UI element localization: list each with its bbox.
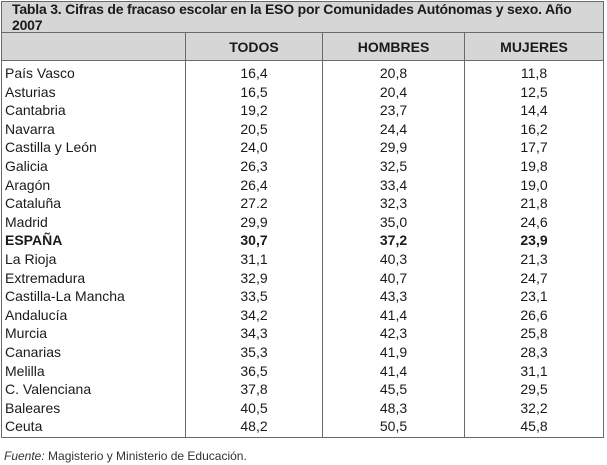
row-todos-cell: 26,3 <box>240 157 268 174</box>
row-hombres-cell: 35,0 <box>379 213 408 230</box>
row-hombres-cell: 32,5 <box>379 157 408 174</box>
row-region-cell: Asturias <box>5 83 56 100</box>
row-todos-cell: 31,1 <box>240 250 268 267</box>
row-hombres-cell: 41,4 <box>379 306 408 323</box>
row-mujeres-cell: 12,5 <box>520 83 548 100</box>
row-mujeres-cell: 21,8 <box>520 195 548 212</box>
row-region-cell: Ceuta <box>5 418 43 435</box>
row-region-cell: Melilla <box>5 362 45 379</box>
row-hombres-cell: 45,5 <box>379 381 408 398</box>
row-mujeres-cell: 45,8 <box>520 418 548 435</box>
row-todos-cell: 48,2 <box>240 418 268 435</box>
row-region-cell: Murcia <box>5 325 48 342</box>
row-hombres-cell: 41,9 <box>379 343 408 360</box>
row-mujeres-cell: 25,8 <box>520 325 548 342</box>
row-todos-cell: 26,4 <box>240 176 268 193</box>
row-todos-cell: 16,4 <box>240 65 268 81</box>
table-header-row: TODOS HOMBRES MUJERES <box>2 33 603 61</box>
row-region-cell: Baleares <box>5 399 61 416</box>
row-region-cell: Canarias <box>5 343 62 360</box>
row-mujeres-cell: 24,6 <box>520 213 548 230</box>
row-region-cell: País Vasco <box>5 65 75 81</box>
header-todos: TODOS <box>186 33 323 60</box>
row-hombres-cell: 42,3 <box>379 325 408 342</box>
source-text: Magisterio y Ministerio de Educación. <box>44 449 247 463</box>
row-region-cell: La Rioja <box>5 250 57 267</box>
row-hombres-cell: 23,7 <box>379 102 408 119</box>
row-todos-cell: 40,5 <box>240 399 268 416</box>
header-hombres: HOMBRES <box>323 33 465 60</box>
table-body: País Vasco Asturias Cantabria Navarra Castil… <box>2 61 603 438</box>
row-hombres-cell: 40,3 <box>379 250 408 267</box>
row-mujeres-cell: 26,6 <box>520 306 548 323</box>
row-todos-cell: 34,3 <box>240 325 268 342</box>
row-todos-cell: 20,5 <box>240 120 268 137</box>
todos-column: 16,4 16,5 19,2 20,5 24,0 26,3 26,4 27.2 29,9 30,7… <box>186 61 323 438</box>
row-region-cell: ESPAÑA <box>5 232 63 249</box>
row-todos-cell: 35,3 <box>240 343 268 360</box>
row-hombres-cell: 32,3 <box>379 195 408 212</box>
row-mujeres-cell: 31,1 <box>520 362 548 379</box>
row-region-cell: Cantabria <box>5 102 66 119</box>
row-todos-cell: 32,9 <box>240 269 268 286</box>
row-region-cell: Galicia <box>5 157 48 174</box>
row-todos-cell: 19,2 <box>240 102 268 119</box>
row-mujeres-cell: 19,0 <box>520 176 548 193</box>
row-region-cell: Cataluña <box>5 195 62 212</box>
row-mujeres-cell: 14,4 <box>520 102 548 119</box>
row-region-cell: Madrid <box>5 213 48 230</box>
row-mujeres-cell: 28,3 <box>520 343 548 360</box>
row-todos-cell: 34,2 <box>240 306 268 323</box>
row-mujeres-cell: 11,8 <box>520 65 548 81</box>
row-region-cell: Castilla-La Mancha <box>5 288 125 305</box>
row-mujeres-cell: 17,7 <box>520 139 548 156</box>
row-mujeres-cell: 16,2 <box>520 120 548 137</box>
table-title: Tabla 3. Cifras de fracaso escolar en la… <box>2 1 603 33</box>
source-note: Fuente: Magisterio y Ministerio de Educa… <box>4 449 247 463</box>
row-todos-cell: 36,5 <box>240 362 268 379</box>
row-mujeres-cell: 19,8 <box>520 157 548 174</box>
row-mujeres-cell: 23,1 <box>520 288 548 305</box>
row-hombres-cell: 41,4 <box>379 362 408 379</box>
row-region-cell: Aragón <box>5 176 51 193</box>
header-mujeres: MUJERES <box>500 38 568 55</box>
row-todos-cell: 37,8 <box>240 381 268 398</box>
row-mujeres-cell: 21,3 <box>520 250 548 267</box>
hombres-column: 20,8 20,4 23,7 24,4 29,9 32,5 33,4 32,3 35,0 37,2… <box>323 61 465 438</box>
row-hombres-cell: 20,4 <box>379 83 408 100</box>
row-todos-cell: 24,0 <box>240 139 268 156</box>
row-todos-cell: 27.2 <box>240 195 268 212</box>
mujeres-column: 11,8 12,5 14,4 16,2 17,7 19,8 19,0 21,8 24,6 23,9… <box>465 61 603 438</box>
row-mujeres-cell: 24,7 <box>520 269 548 286</box>
row-region-cell: Andalucía <box>5 306 68 323</box>
row-region-cell: C. Valenciana <box>5 381 92 398</box>
row-hombres-cell: 48,3 <box>379 399 408 416</box>
row-todos-cell: 33,5 <box>240 288 268 305</box>
source-label: Fuente: <box>4 449 45 463</box>
row-region-cell: Castilla y León <box>5 139 97 156</box>
row-todos-cell: 30,7 <box>240 232 268 249</box>
row-region-cell: Navarra <box>5 120 55 137</box>
row-hombres-cell: 37,2 <box>379 232 408 249</box>
region-column: País Vasco Asturias Cantabria Navarra Castil… <box>2 61 186 438</box>
row-todos-cell: 16,5 <box>240 83 268 100</box>
header-region-blank <box>2 33 186 60</box>
row-mujeres-cell: 23,9 <box>520 232 548 249</box>
row-hombres-cell: 33,4 <box>379 176 408 193</box>
row-hombres-cell: 24,4 <box>379 120 408 137</box>
row-mujeres-cell: 29,5 <box>520 381 548 398</box>
row-hombres-cell: 20,8 <box>379 65 408 81</box>
row-hombres-cell: 50,5 <box>379 418 408 435</box>
row-todos-cell: 29,9 <box>240 213 268 230</box>
row-mujeres-cell: 32,2 <box>520 399 548 416</box>
data-table: Tabla 3. Cifras de fracaso escolar en la… <box>1 1 604 438</box>
row-region-cell: Extremadura <box>5 269 86 286</box>
row-hombres-cell: 40,7 <box>379 269 408 286</box>
row-hombres-cell: 29,9 <box>379 139 408 156</box>
row-hombres-cell: 43,3 <box>379 288 408 305</box>
